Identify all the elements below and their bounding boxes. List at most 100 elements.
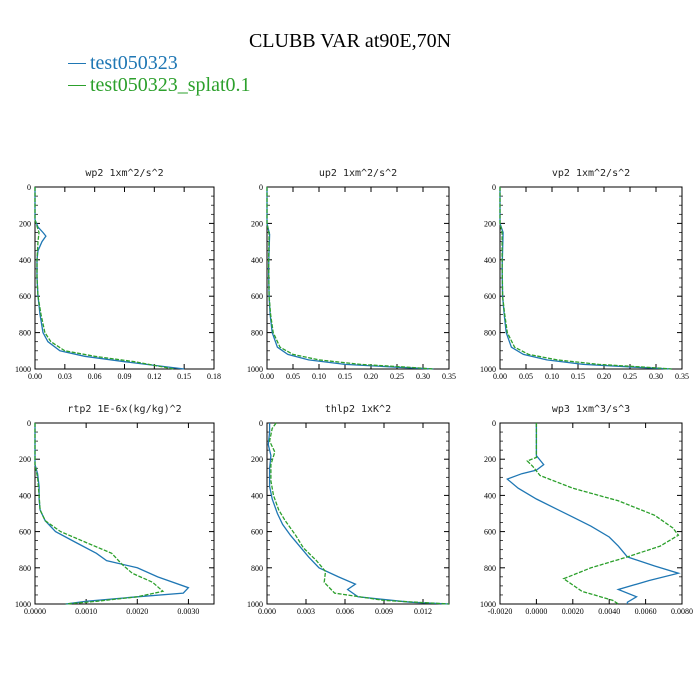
x-tick-label: -0.0020 [488, 607, 513, 616]
panel-title: thlp2 1xK^2 [325, 404, 391, 415]
y-tick-label: 600 [251, 292, 263, 301]
y-tick-label: 400 [251, 491, 263, 500]
series-line-1 [34, 423, 190, 605]
panel-title: wp2 1xm^2/s^2 [85, 168, 163, 179]
y-tick-label: 0 [27, 183, 31, 192]
panel-title: wp3 1xm^3/s^3 [552, 404, 630, 415]
y-tick-label: 0 [27, 419, 31, 428]
x-tick-label: 0.0000 [24, 607, 46, 616]
y-tick-label: 800 [251, 564, 263, 573]
legend: test050323 test050323_splat0.1 [68, 52, 251, 96]
series-line-1 [499, 187, 672, 370]
series-line-2 [266, 187, 434, 370]
x-tick-label: 0.00 [493, 372, 507, 381]
y-tick-label: 400 [19, 491, 31, 500]
y-tick-label: 200 [251, 455, 263, 464]
y-tick-label: 800 [484, 564, 496, 573]
panel-title: up2 1xm^2/s^2 [319, 168, 397, 179]
legend-label-series-1: test050323 [90, 51, 178, 74]
legend-item-series-2: test050323_splat0.1 [68, 74, 251, 96]
y-tick-label: 800 [251, 329, 263, 338]
plot-frame [34, 186, 215, 370]
x-tick-label: 0.0030 [177, 607, 199, 616]
legend-label-series-2: test050323_splat0.1 [90, 73, 251, 96]
x-tick-label: 0.012 [414, 607, 432, 616]
plot-frame [34, 422, 215, 605]
y-tick-label: 0 [259, 183, 263, 192]
y-tick-label: 800 [484, 329, 496, 338]
y-tick-label: 600 [251, 528, 263, 537]
x-tick-label: 0.0040 [598, 607, 620, 616]
y-tick-label: 400 [251, 256, 263, 265]
x-tick-label: 0.00 [260, 372, 274, 381]
y-tick-label: 200 [484, 455, 496, 464]
y-tick-label: 200 [19, 455, 31, 464]
plot-frame [266, 422, 450, 605]
x-tick-label: 0.06 [88, 372, 102, 381]
x-tick-label: 0.10 [312, 372, 326, 381]
x-tick-label: 0.05 [519, 372, 533, 381]
x-tick-label: 0.03 [58, 372, 72, 381]
x-tick-label: 0.30 [416, 372, 430, 381]
x-tick-label: 0.15 [177, 372, 191, 381]
y-tick-label: 200 [251, 219, 263, 228]
y-tick-label: 1000 [247, 365, 263, 374]
x-tick-label: 0.35 [675, 372, 689, 381]
y-tick-label: 1000 [247, 600, 263, 609]
y-tick-label: 600 [19, 292, 31, 301]
x-tick-label: 0.0020 [126, 607, 148, 616]
x-tick-label: 0.00 [28, 372, 42, 381]
series-line-1 [506, 423, 681, 604]
y-tick-label: 1000 [15, 600, 31, 609]
series-line-1 [34, 187, 185, 370]
series-line-1 [267, 423, 450, 605]
y-tick-label: 0 [259, 419, 263, 428]
x-tick-label: 0.10 [545, 372, 559, 381]
x-tick-label: 0.20 [597, 372, 611, 381]
x-tick-label: 0.35 [442, 372, 456, 381]
series-line-2 [34, 423, 165, 605]
x-tick-label: 0.003 [297, 607, 315, 616]
x-tick-label: 0.15 [571, 372, 585, 381]
plot-frame [499, 422, 683, 605]
y-tick-label: 600 [19, 528, 31, 537]
series-line-2 [499, 187, 672, 370]
y-tick-label: 0 [492, 183, 496, 192]
x-tick-label: 0.0010 [75, 607, 97, 616]
y-tick-label: 400 [19, 256, 31, 265]
y-tick-label: 0 [492, 419, 496, 428]
x-tick-label: 0.0020 [562, 607, 584, 616]
x-tick-label: 0.0000 [525, 607, 547, 616]
x-tick-label: 0.25 [390, 372, 404, 381]
x-tick-label: 0.30 [649, 372, 663, 381]
legend-item-series-1: test050323 [68, 52, 251, 74]
x-tick-label: 0.0060 [635, 607, 657, 616]
y-tick-label: 1000 [480, 600, 496, 609]
y-tick-label: 200 [19, 219, 31, 228]
x-tick-label: 0.000 [258, 607, 276, 616]
x-tick-label: 0.20 [364, 372, 378, 381]
figure-title: CLUBB VAR at90E,70N [248, 30, 452, 52]
x-tick-label: 0.05 [286, 372, 300, 381]
y-tick-label: 800 [19, 329, 31, 338]
x-tick-label: 0.12 [147, 372, 161, 381]
x-tick-label: 0.09 [118, 372, 132, 381]
plot-frame [499, 186, 683, 370]
y-tick-label: 400 [484, 256, 496, 265]
panel-title: rtp2 1E-6x(kg/kg)^2 [67, 404, 181, 415]
y-tick-label: 800 [19, 564, 31, 573]
x-tick-label: 0.0080 [671, 607, 693, 616]
x-tick-label: 0.25 [623, 372, 637, 381]
x-tick-label: 0.006 [336, 607, 354, 616]
series-line-2 [34, 187, 175, 370]
series-line-2 [526, 423, 680, 605]
y-tick-label: 600 [484, 292, 496, 301]
panel-title: vp2 1xm^2/s^2 [552, 168, 630, 179]
plot-frame [266, 186, 450, 370]
y-tick-label: 1000 [480, 365, 496, 374]
y-tick-label: 400 [484, 491, 496, 500]
x-tick-label: 0.009 [375, 607, 393, 616]
x-tick-label: 0.18 [207, 372, 221, 381]
series-line-2 [268, 422, 450, 605]
